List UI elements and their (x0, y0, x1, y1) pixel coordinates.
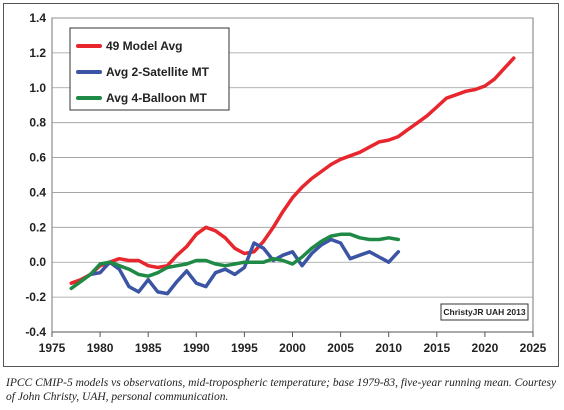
series-line-49-model-avg (69, 56, 516, 285)
credit-box: ChristyJR UAH 2013 (440, 303, 529, 321)
y-tick-label: 1.2 (29, 46, 46, 60)
series-line-avg-4-balloon-mt (69, 232, 401, 291)
y-tick-label: 1.4 (29, 11, 46, 25)
credit-text: ChristyJR UAH 2013 (443, 307, 525, 317)
x-tick-label: 2010 (375, 341, 402, 355)
figure-caption: IPCC CMIP-5 models vs observations, mid-… (6, 377, 557, 403)
y-tick-label: -0.4 (25, 325, 46, 339)
y-tick-label: 0.4 (29, 185, 46, 199)
credit-box-border (440, 303, 529, 321)
y-tick-labels: -0.4 -0.2 0.0 0.2 0.4 0.6 0.8 1.0 1.2 1.4 (25, 11, 46, 339)
axes (51, 331, 534, 337)
x-tick-label: 2025 (520, 341, 547, 355)
x-tick-label: 1980 (87, 341, 114, 355)
series-lines (69, 56, 516, 296)
series-line-avg-2-satellite-mt (88, 237, 401, 296)
y-tick-label: 0.0 (29, 255, 46, 269)
y-tick-label: 0.2 (29, 220, 46, 234)
legend-label: Avg 4-Balloon MT (106, 91, 208, 105)
x-tick-labels: 1975 1980 1985 1990 1995 2000 2005 2010 2015 2020… (39, 341, 547, 355)
y-tick-label: 0.8 (29, 116, 46, 130)
y-tick-label: -0.2 (25, 290, 46, 304)
x-tick-label: 2015 (423, 341, 450, 355)
y-tick-label: 1.0 (29, 81, 46, 95)
figure-frame: -0.4 -0.2 0.0 0.2 0.4 0.6 0.8 1.0 1.2 1.4 1975 198… (3, 3, 559, 367)
legend: 49 Model Avg Avg 2-Satellite MT Avg 4-Ball… (69, 27, 230, 111)
x-tick-label: 1990 (183, 341, 210, 355)
x-tick-label: 1985 (135, 341, 162, 355)
x-tick-label: 2020 (472, 341, 499, 355)
y-tick-label: 0.6 (29, 151, 46, 165)
x-tick-label: 2000 (279, 341, 306, 355)
legend-label: Avg 2-Satellite MT (106, 65, 210, 79)
x-tick-label: 2005 (327, 341, 354, 355)
x-tick-label: 1975 (39, 341, 66, 355)
line-chart: -0.4 -0.2 0.0 0.2 0.4 0.6 0.8 1.0 1.2 1.4 1975 198… (25, 11, 547, 355)
legend-label: 49 Model Avg (106, 39, 182, 53)
x-tick-label: 1995 (231, 341, 258, 355)
